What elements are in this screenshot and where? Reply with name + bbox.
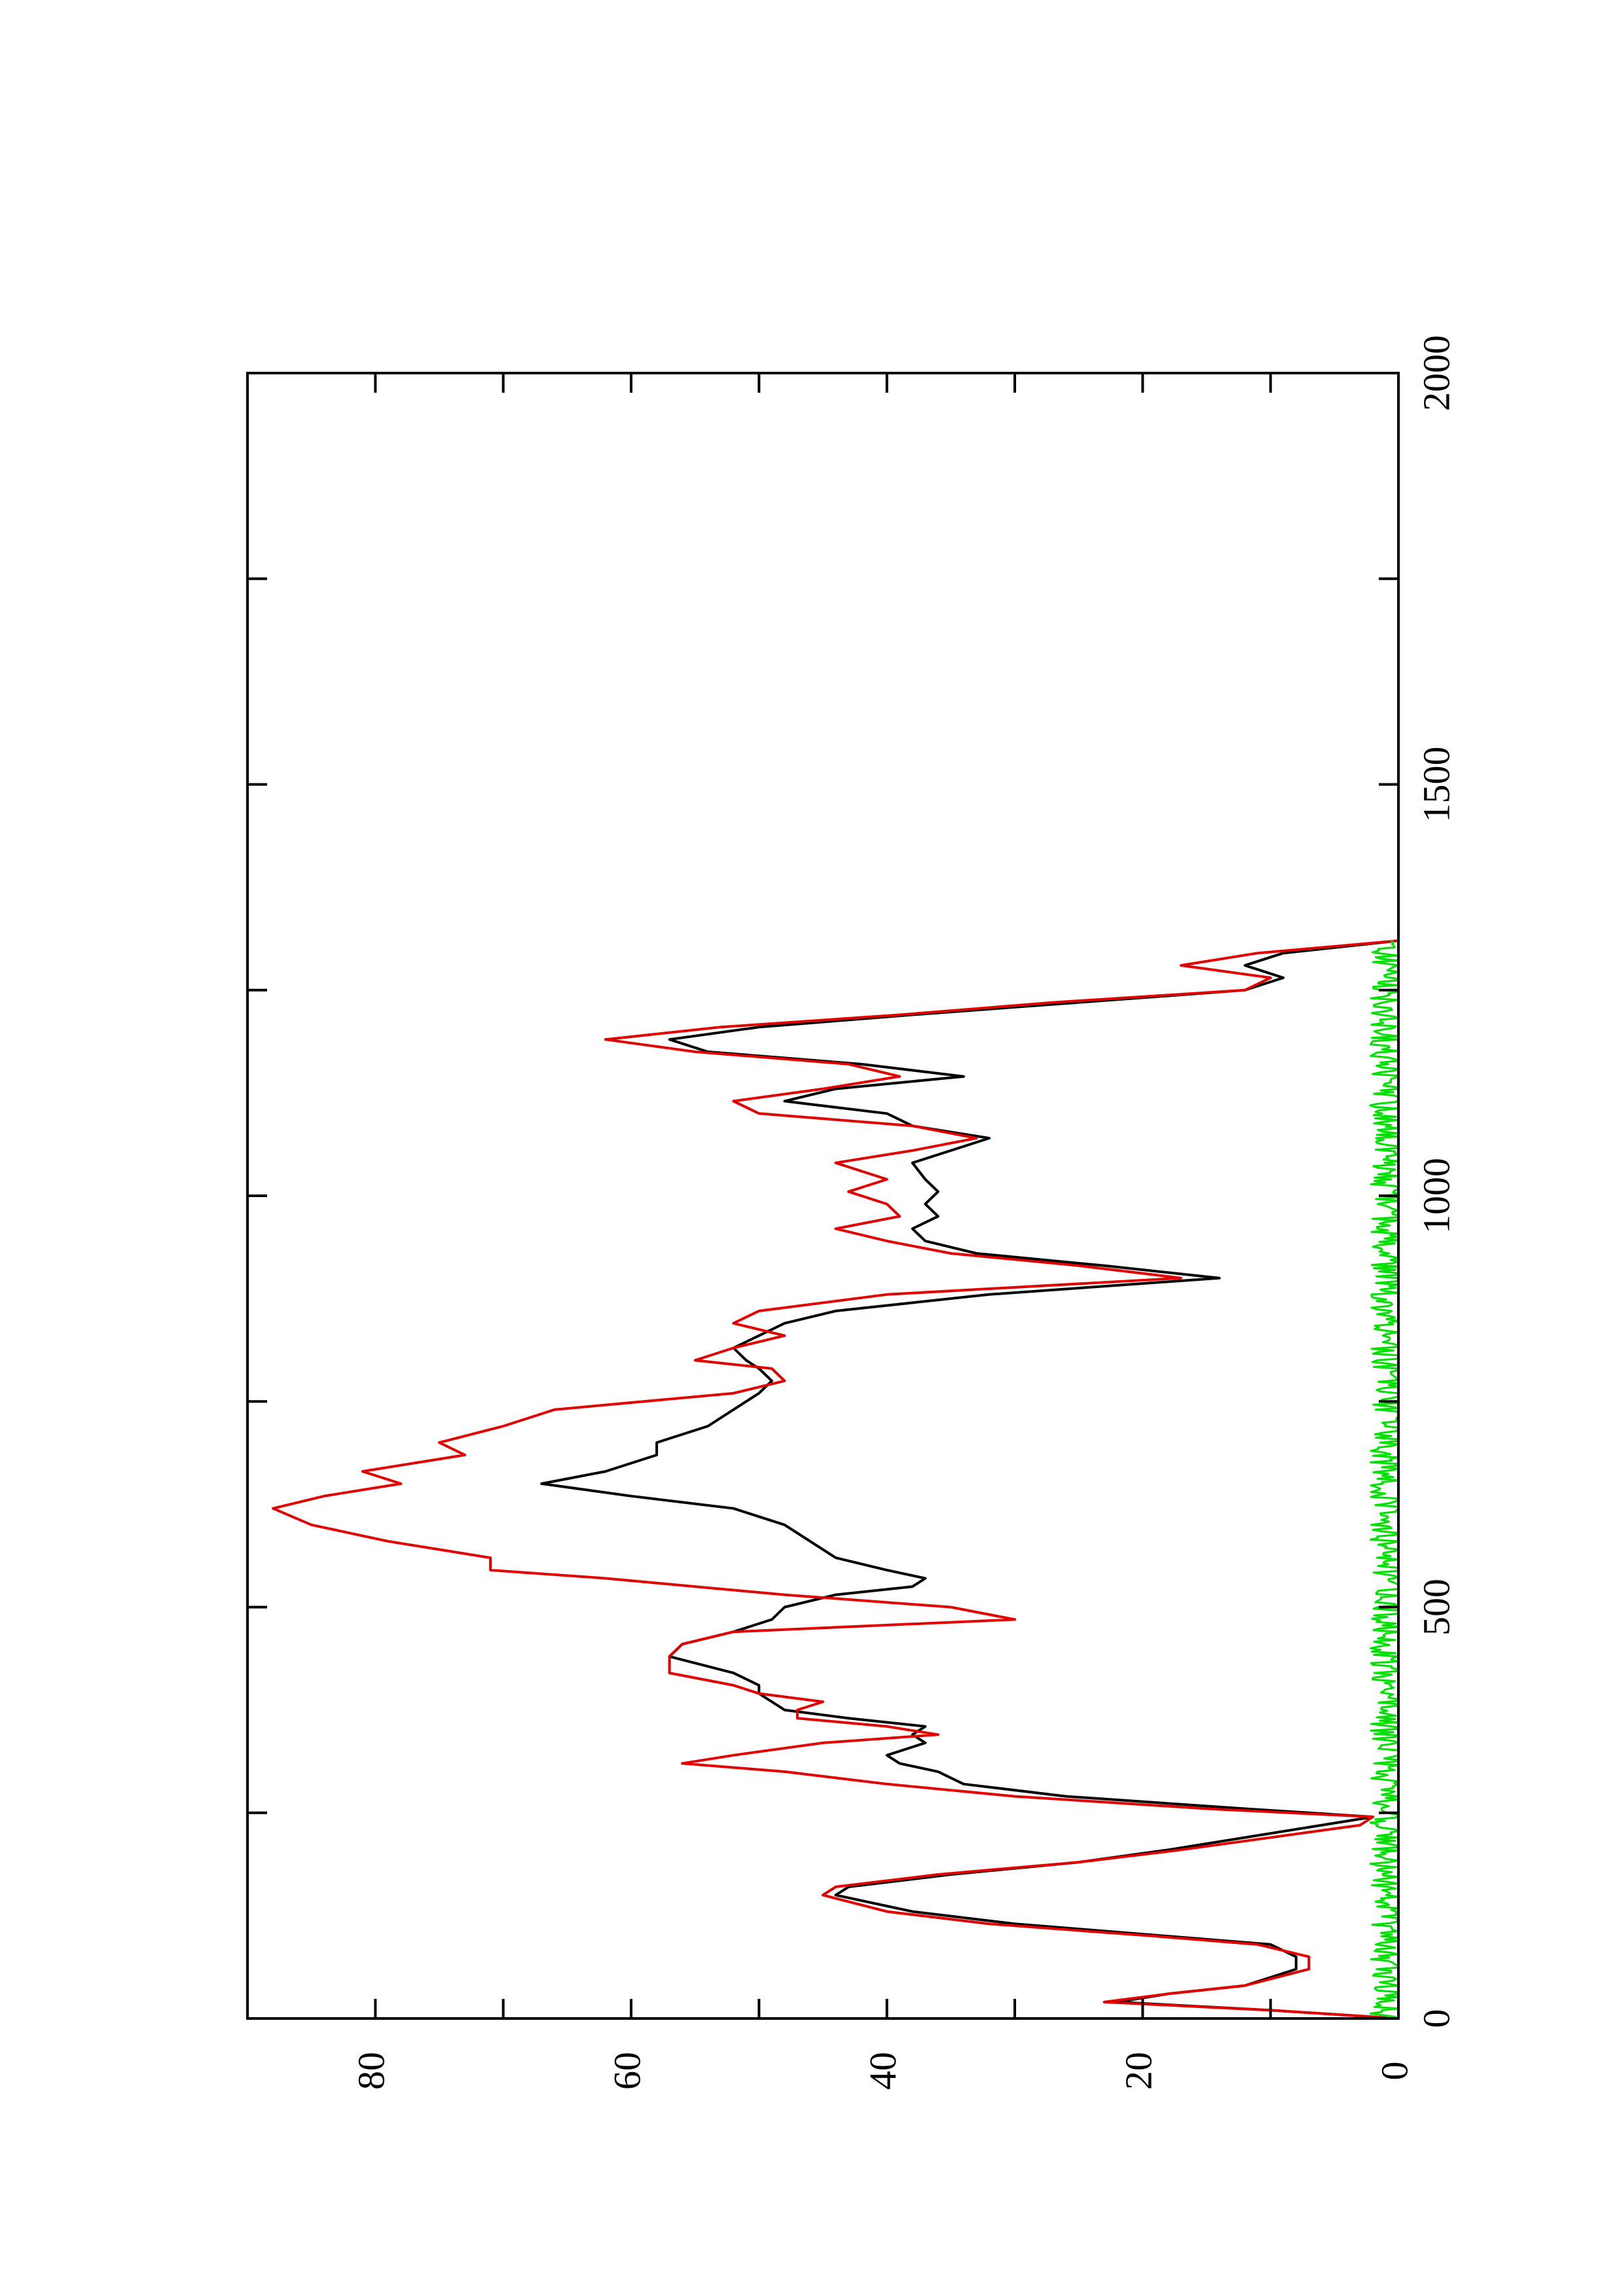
y-tick-label: 60 — [606, 2052, 648, 2090]
x-tick-label: 2000 — [1415, 335, 1457, 411]
y-tick-label: 0 — [1373, 2062, 1415, 2081]
x-tick-label: 1500 — [1415, 747, 1457, 823]
y-tick-label: 80 — [350, 2052, 393, 2090]
y-tick-label: 40 — [862, 2052, 904, 2090]
x-tick-label: 500 — [1415, 1579, 1457, 1636]
tick-layer: 0 500 1000 1500 2000 0 20 40 60 80 — [246, 335, 1457, 2090]
series-line-2 — [272, 939, 1399, 2020]
x-tick-label: 1000 — [1415, 1158, 1457, 1234]
x-tick-label: 0 — [1415, 2009, 1457, 2028]
plot-layer — [272, 939, 1400, 2020]
y-tick-label: 20 — [1118, 2052, 1160, 2090]
series-line-3 — [1369, 940, 1400, 2020]
